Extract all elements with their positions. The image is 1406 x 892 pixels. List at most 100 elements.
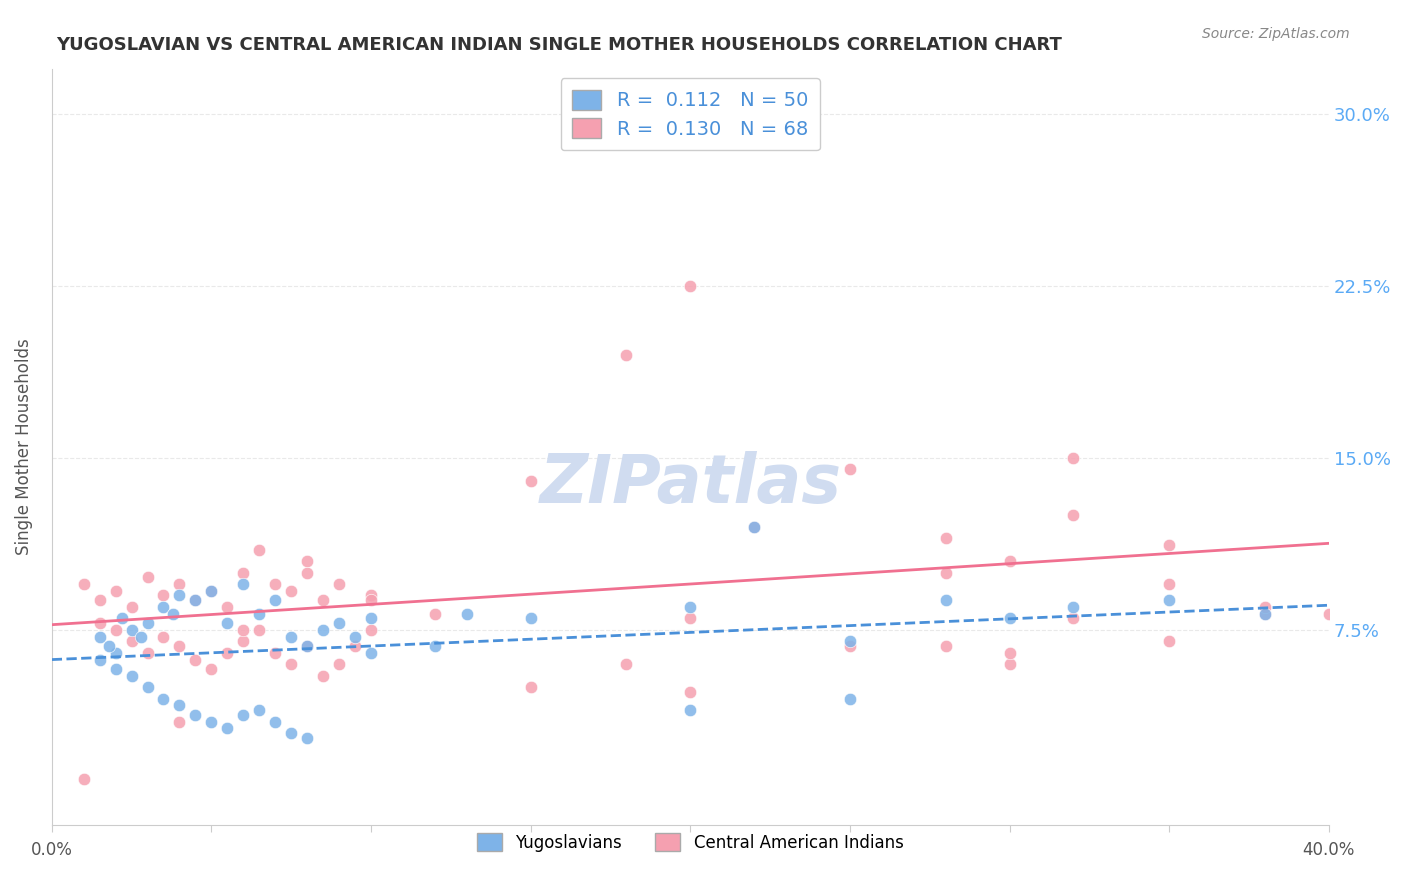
Point <box>264 593 287 607</box>
Point <box>104 662 127 676</box>
Point <box>679 703 702 717</box>
Point <box>423 607 446 621</box>
Point <box>217 646 239 660</box>
Point <box>169 577 191 591</box>
Point <box>169 639 191 653</box>
Point <box>104 583 127 598</box>
Point <box>121 668 143 682</box>
Point <box>519 611 541 625</box>
Point <box>998 554 1021 568</box>
Point <box>89 593 111 607</box>
Point <box>162 607 184 621</box>
Text: 0.0%: 0.0% <box>31 841 73 859</box>
Point <box>519 474 541 488</box>
Point <box>344 639 367 653</box>
Point <box>935 531 957 545</box>
Point <box>1062 450 1084 465</box>
Point <box>136 680 159 694</box>
Point <box>998 646 1021 660</box>
Point <box>136 646 159 660</box>
Point <box>111 611 134 625</box>
Y-axis label: Single Mother Households: Single Mother Households <box>15 338 32 555</box>
Point <box>232 566 254 580</box>
Point <box>360 623 382 637</box>
Point <box>1254 599 1277 614</box>
Point <box>519 680 541 694</box>
Point <box>616 348 638 362</box>
Point <box>1159 634 1181 648</box>
Text: YUGOSLAVIAN VS CENTRAL AMERICAN INDIAN SINGLE MOTHER HOUSEHOLDS CORRELATION CHAR: YUGOSLAVIAN VS CENTRAL AMERICAN INDIAN S… <box>56 36 1062 54</box>
Point <box>264 714 287 729</box>
Point <box>89 630 111 644</box>
Point <box>295 731 318 745</box>
Point <box>616 657 638 672</box>
Point <box>742 520 765 534</box>
Point <box>121 634 143 648</box>
Point <box>89 653 111 667</box>
Point <box>838 691 860 706</box>
Point <box>200 583 222 598</box>
Point <box>121 599 143 614</box>
Point <box>360 589 382 603</box>
Point <box>152 589 174 603</box>
Point <box>217 722 239 736</box>
Point <box>679 599 702 614</box>
Point <box>200 662 222 676</box>
Point <box>184 653 207 667</box>
Point <box>679 684 702 698</box>
Point <box>456 607 478 621</box>
Point <box>232 707 254 722</box>
Point <box>1062 611 1084 625</box>
Point <box>838 462 860 476</box>
Point <box>742 130 765 145</box>
Point <box>247 607 270 621</box>
Point <box>73 577 96 591</box>
Point <box>247 703 270 717</box>
Point <box>742 520 765 534</box>
Point <box>679 611 702 625</box>
Point <box>152 691 174 706</box>
Point <box>1159 577 1181 591</box>
Point <box>280 630 302 644</box>
Point <box>838 639 860 653</box>
Point <box>200 714 222 729</box>
Point <box>217 599 239 614</box>
Text: Source: ZipAtlas.com: Source: ZipAtlas.com <box>1202 27 1350 41</box>
Point <box>679 279 702 293</box>
Point <box>232 577 254 591</box>
Point <box>200 583 222 598</box>
Point <box>360 593 382 607</box>
Point <box>217 615 239 630</box>
Point <box>360 646 382 660</box>
Point <box>169 589 191 603</box>
Text: 40.0%: 40.0% <box>1302 841 1355 859</box>
Point <box>328 657 350 672</box>
Point <box>280 657 302 672</box>
Point <box>935 639 957 653</box>
Point <box>129 630 152 644</box>
Point <box>264 577 287 591</box>
Point <box>1062 508 1084 523</box>
Point <box>280 726 302 740</box>
Point <box>312 668 335 682</box>
Point <box>935 593 957 607</box>
Point <box>184 593 207 607</box>
Point <box>998 657 1021 672</box>
Point <box>423 639 446 653</box>
Point <box>360 611 382 625</box>
Point <box>328 615 350 630</box>
Point <box>280 583 302 598</box>
Point <box>312 623 335 637</box>
Point <box>295 639 318 653</box>
Point <box>98 639 121 653</box>
Point <box>247 623 270 637</box>
Text: ZIPatlas: ZIPatlas <box>540 451 841 517</box>
Point <box>152 599 174 614</box>
Point <box>89 615 111 630</box>
Point <box>344 630 367 644</box>
Legend: Yugoslavians, Central American Indians: Yugoslavians, Central American Indians <box>467 823 914 862</box>
Point <box>264 646 287 660</box>
Point <box>184 707 207 722</box>
Point <box>328 577 350 591</box>
Point <box>312 593 335 607</box>
